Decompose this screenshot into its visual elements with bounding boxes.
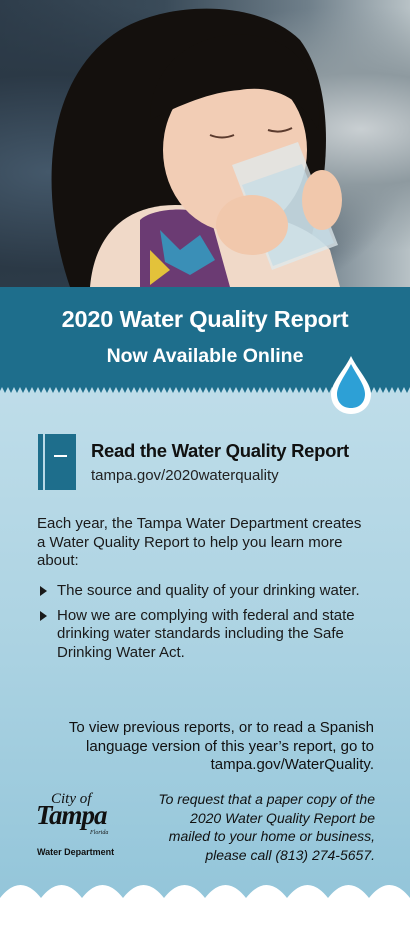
logo-department-text: Water Department (37, 847, 115, 857)
hero-photo (0, 0, 410, 287)
report-link-title[interactable]: Read the Water Quality Report (91, 440, 349, 461)
zigzag-border (0, 384, 410, 393)
list-item: The source and quality of your drinking … (37, 582, 377, 601)
logo-city-text: City of (51, 791, 92, 807)
title-banner (0, 287, 410, 387)
wave-footer (0, 885, 410, 949)
logo-tampa-text: Tampa (36, 800, 108, 830)
bullet-arrow-icon (40, 610, 47, 621)
bullet-text: The source and quality of your drinking … (57, 582, 360, 599)
water-drop-icon (331, 356, 371, 414)
child-drinking-water-illustration (51, 8, 342, 287)
bullet-list: The source and quality of your drinking … (37, 582, 377, 668)
book-icon (38, 434, 76, 490)
report-title: 2020 Water Quality Report (61, 306, 349, 332)
previous-reports-text: To view previous reports, or to read a S… (68, 719, 374, 774)
bullet-arrow-icon (40, 586, 47, 596)
logo-state-text: Florida (90, 830, 109, 836)
report-link-url[interactable]: tampa.gov/2020waterquality (91, 467, 279, 484)
report-subtitle: Now Available Online (106, 345, 304, 367)
paper-copy-text: To request that a paper copy of the 2020… (158, 791, 375, 863)
bullet-text: How we are complying with federal and st… (57, 606, 355, 661)
intro-text: Each year, the Tampa Water Department cr… (37, 515, 362, 569)
city-of-tampa-logo: City of Tampa Florida Water Department (34, 791, 124, 861)
list-item: How we are complying with federal and st… (37, 607, 377, 663)
